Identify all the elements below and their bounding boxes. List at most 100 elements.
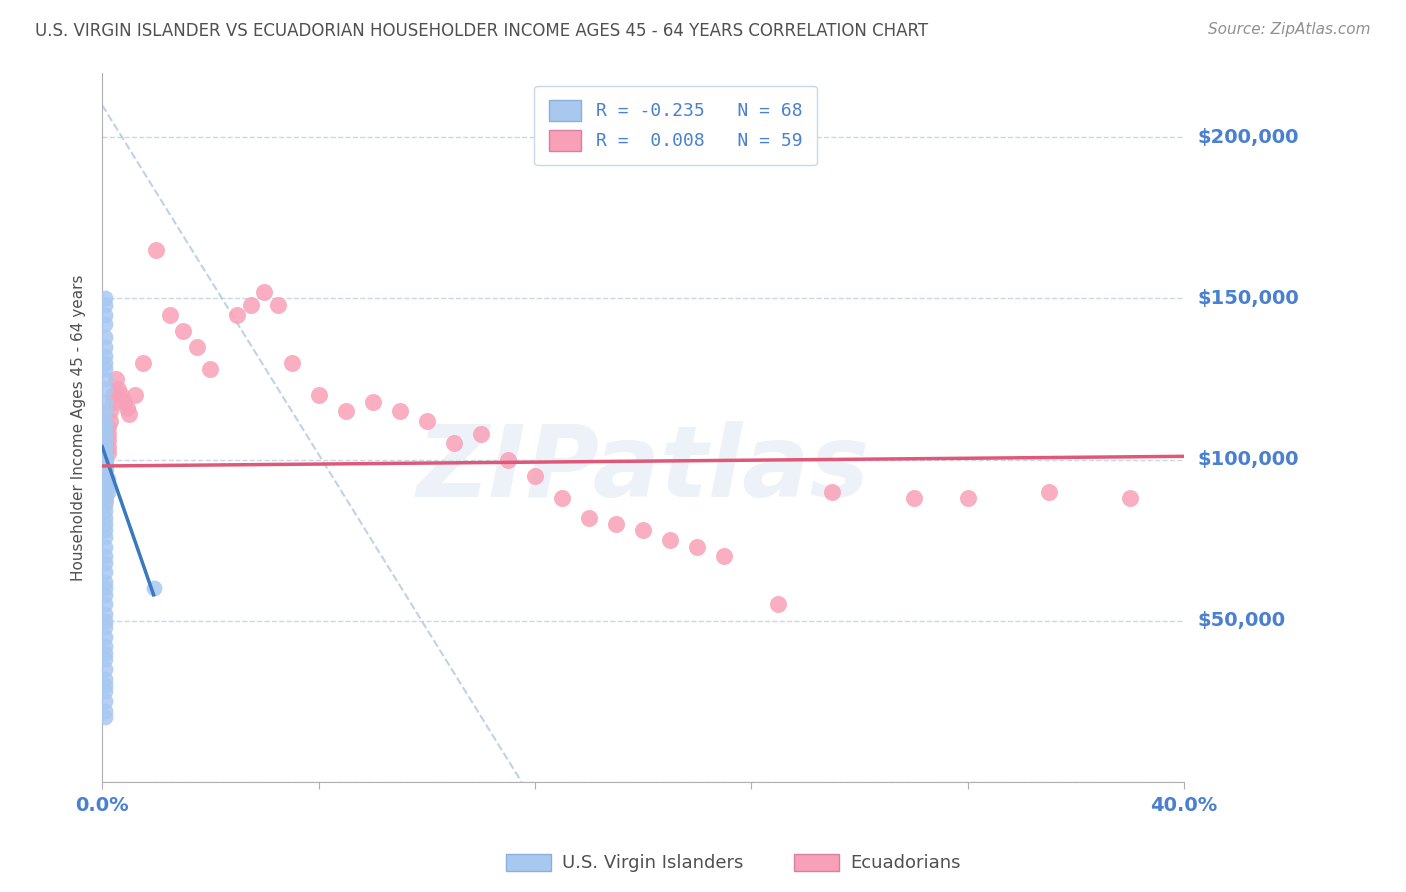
Point [94, 350, 117, 364]
Text: $150,000: $150,000 [1198, 289, 1299, 308]
Point [267, 298, 290, 312]
Point [97, 426, 120, 441]
Point [97, 446, 120, 460]
Point [253, 285, 276, 299]
Point [94, 462, 117, 476]
Point [94, 588, 117, 602]
Point [94, 404, 117, 418]
Point [94, 340, 117, 354]
Point [94, 394, 117, 409]
Point [94, 475, 117, 489]
Point [94, 462, 117, 476]
Point [98, 414, 121, 428]
Point [159, 308, 181, 322]
Point [94, 298, 117, 312]
Point [94, 678, 117, 692]
Point [686, 540, 709, 554]
Point [226, 308, 249, 322]
Point [94, 356, 117, 370]
Point [94, 482, 117, 496]
Point [94, 450, 117, 464]
Point [94, 308, 117, 322]
Point [101, 388, 124, 402]
Point [97, 434, 120, 448]
Point [768, 598, 790, 612]
Point [94, 704, 117, 718]
Point [1119, 491, 1142, 506]
Point [470, 426, 492, 441]
Point [578, 510, 600, 524]
Point [94, 662, 117, 676]
Point [112, 394, 135, 409]
Point [496, 452, 519, 467]
Point [94, 652, 117, 666]
Point [94, 458, 117, 473]
Point [94, 318, 117, 332]
Point [94, 484, 117, 499]
Point [101, 394, 124, 409]
Point [94, 566, 117, 580]
Point [94, 524, 117, 538]
Text: $200,000: $200,000 [1198, 128, 1299, 147]
Text: $100,000: $100,000 [1198, 450, 1299, 469]
Point [94, 620, 117, 634]
Point [94, 574, 117, 589]
Point [94, 646, 117, 660]
Point [186, 340, 208, 354]
Point [94, 372, 117, 386]
Point [94, 540, 117, 554]
Point [97, 484, 120, 499]
Point [94, 442, 117, 457]
Point [94, 466, 117, 480]
Point [200, 362, 222, 376]
Point [94, 466, 117, 480]
Point [118, 408, 141, 422]
Point [172, 324, 194, 338]
Point [94, 456, 117, 470]
Point [94, 440, 117, 454]
Point [94, 582, 117, 596]
Point [94, 510, 117, 524]
Point [94, 549, 117, 564]
Y-axis label: Householder Income Ages 45 - 64 years: Householder Income Ages 45 - 64 years [72, 274, 86, 581]
Point [98, 404, 121, 418]
Point [94, 452, 117, 467]
Point [94, 516, 117, 531]
Point [94, 556, 117, 570]
Point [132, 356, 155, 370]
Point [956, 491, 979, 506]
Point [94, 488, 117, 502]
Point [94, 420, 117, 434]
Point [1038, 484, 1060, 499]
Point [94, 468, 117, 483]
Text: ZIPatlas: ZIPatlas [416, 421, 870, 518]
Point [97, 440, 120, 454]
Point [239, 298, 262, 312]
Point [94, 330, 117, 344]
Point [94, 684, 117, 698]
Point [94, 462, 117, 476]
Text: U.S. VIRGIN ISLANDER VS ECUADORIAN HOUSEHOLDER INCOME AGES 45 - 64 YEARS CORRELA: U.S. VIRGIN ISLANDER VS ECUADORIAN HOUSE… [35, 22, 928, 40]
Point [94, 498, 117, 512]
Point [110, 388, 132, 402]
Point [94, 362, 117, 376]
Point [94, 614, 117, 628]
Point [94, 607, 117, 622]
Point [145, 243, 167, 257]
Point [94, 468, 117, 483]
Point [94, 452, 117, 467]
Point [124, 388, 146, 402]
Point [94, 494, 117, 508]
Point [115, 401, 138, 415]
Point [94, 434, 117, 448]
Point [416, 414, 439, 428]
Point [94, 382, 117, 396]
Point [659, 533, 682, 547]
Point [335, 404, 357, 418]
Point [523, 468, 546, 483]
Point [388, 404, 411, 418]
Point [551, 491, 574, 506]
Point [605, 516, 627, 531]
Point [94, 292, 117, 306]
Point [94, 630, 117, 644]
